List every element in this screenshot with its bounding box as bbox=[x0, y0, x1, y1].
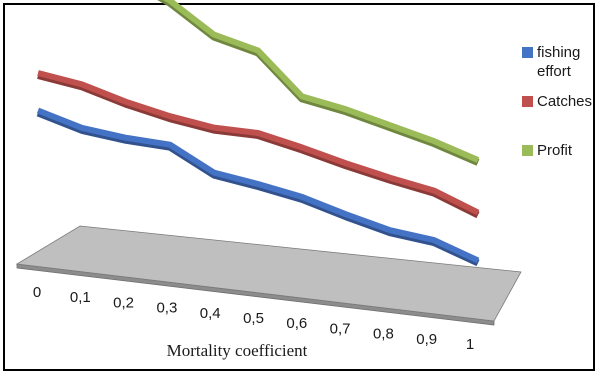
x-tick-label: 0,3 bbox=[156, 300, 177, 317]
legend-label: fishing effort bbox=[537, 44, 580, 80]
series-line-shadow bbox=[37, 72, 480, 219]
x-tick-label: 0,9 bbox=[416, 331, 437, 348]
chart-floor bbox=[15, 225, 522, 322]
x-tick-label: 0,6 bbox=[286, 315, 307, 332]
x-tick-labels: 0 0,1 0,2 0,3 0,4 0,5 0,6 0,7 0,8 0,9 1 bbox=[33, 284, 474, 353]
legend-label: Profit bbox=[537, 142, 573, 159]
series-line-fishing-effort bbox=[36, 107, 480, 264]
legend-swatch bbox=[522, 145, 533, 156]
legend-swatch bbox=[522, 47, 533, 58]
legend-swatch bbox=[522, 96, 533, 107]
series-layer bbox=[36, 0, 480, 267]
x-tick-label: 0 bbox=[33, 284, 41, 301]
x-tick-label: 0,1 bbox=[70, 289, 91, 306]
x-tick-label: 1 bbox=[466, 336, 474, 353]
x-axis-label: Mortality coefficient bbox=[167, 341, 308, 360]
legend-label: Catches bbox=[537, 93, 592, 110]
x-tick-label: 0,5 bbox=[243, 310, 264, 327]
x-tick-label: 0,2 bbox=[113, 294, 134, 311]
x-tick-label: 0,4 bbox=[200, 305, 221, 322]
series-line-profit bbox=[162, 0, 480, 163]
x-tick-label: 0,7 bbox=[330, 320, 351, 337]
x-tick-label: 0,8 bbox=[373, 326, 394, 343]
legend: fishing effort Catches Profit bbox=[522, 44, 592, 159]
series-line-catches bbox=[37, 70, 480, 216]
